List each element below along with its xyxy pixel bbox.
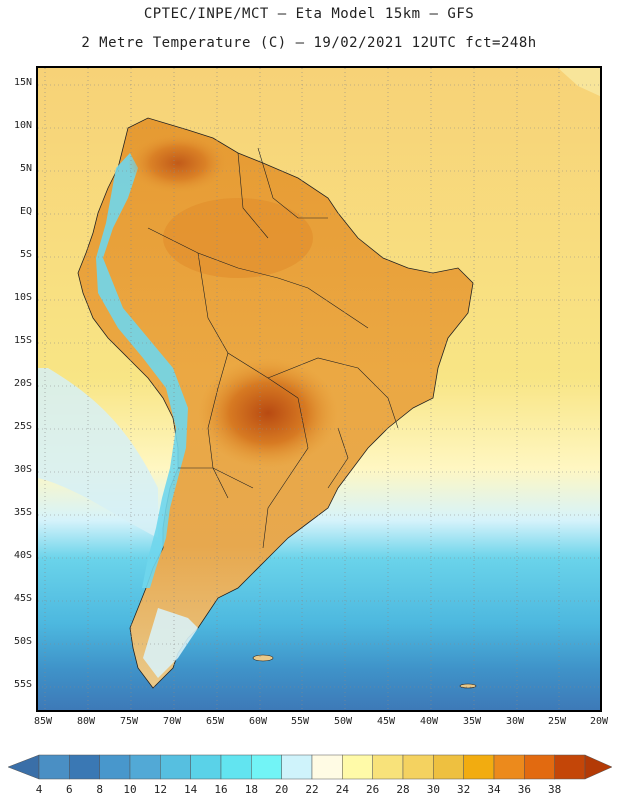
lon-tick-label: 85W	[33, 716, 53, 727]
colorbar-tick-label: 14	[184, 783, 198, 796]
lon-tick-label: 25W	[547, 716, 567, 727]
colorbar-cell	[129, 754, 161, 780]
colorbar-tick-label: 38	[548, 783, 562, 796]
lat-tick-label: 5S	[19, 249, 32, 260]
colorbar-tick-label: 22	[305, 783, 319, 796]
colorbar-tick-label: 12	[153, 783, 167, 796]
lat-tick-label: 35S	[13, 507, 32, 518]
lat-tick-label: 10N	[13, 120, 32, 131]
patagonia-cool	[143, 608, 198, 678]
country-borders	[147, 147, 399, 549]
colorbar-cell	[281, 754, 313, 780]
caribbean-land	[558, 68, 600, 97]
lat-tick-label: 15S	[13, 335, 32, 346]
malvinas-west	[252, 654, 274, 662]
lat-tick-label: 55S	[13, 679, 32, 690]
colorbar-left-arrow	[7, 754, 40, 780]
colorbar-tick-label: 10	[123, 783, 137, 796]
lon-tick-label: 30W	[505, 716, 525, 727]
colorbar-tick-label: 4	[35, 783, 43, 796]
lat-tick-label: 40S	[13, 550, 32, 561]
cool-coastal-current	[38, 368, 158, 538]
colorbar-tick-label: 18	[244, 783, 258, 796]
map-canvas	[38, 68, 600, 710]
colorbar-cell	[342, 754, 373, 780]
colorbar-cell	[69, 754, 100, 780]
colorbar-tick-label: 20	[275, 783, 289, 796]
colorbar-cell	[99, 754, 131, 780]
lat-tick-label: EQ	[19, 206, 32, 217]
colorbar-tick-label: 26	[366, 783, 380, 796]
chart-subtitle: 2 Metre Temperature (C) – 19/02/2021 12U…	[81, 35, 537, 51]
lat-tick-label: 30S	[13, 464, 32, 475]
lon-tick-label: 60W	[248, 716, 268, 727]
falkland-islands	[459, 683, 477, 689]
colorbar-tick-label: 24	[335, 783, 349, 796]
lat-tick-label: 5N	[19, 163, 32, 174]
colorbar-tick-label: 28	[396, 783, 410, 796]
lon-tick-label: 65W	[205, 716, 225, 727]
lon-tick-label: 20W	[589, 716, 609, 727]
colorbar-cell	[38, 754, 70, 780]
colorbar-cell	[402, 754, 434, 780]
heat-north	[128, 133, 228, 193]
lon-tick-label: 35W	[462, 716, 482, 727]
colorbar-cell	[463, 754, 495, 780]
lon-tick-label: 50W	[333, 716, 353, 727]
lon-tick-label: 45W	[376, 716, 396, 727]
colorbar-cell	[554, 754, 586, 780]
andes-cold-strip	[96, 153, 188, 588]
colorbar-cell	[190, 754, 222, 780]
lat-tick-label: 45S	[13, 593, 32, 604]
lat-tick-label: 20S	[13, 378, 32, 389]
lat-tick-label: 25S	[13, 421, 32, 432]
amazon-warm	[163, 198, 313, 278]
lon-tick-label: 75W	[119, 716, 139, 727]
colorbar-tick-label: 6	[66, 783, 73, 796]
colorbar-tick-label: 30	[426, 783, 440, 796]
chart-title: CPTEC/INPE/MCT – Eta Model 15km – GFS	[143, 6, 475, 22]
colorbar-cell	[160, 754, 191, 780]
temperature-colorbar	[7, 754, 613, 780]
colorbar-cell	[433, 754, 464, 780]
lon-tick-label: 70W	[162, 716, 182, 727]
colorbar-cell	[311, 754, 343, 780]
lon-tick-label: 55W	[290, 716, 310, 727]
colorbar-cell	[524, 754, 555, 780]
lat-tick-label: 15N	[13, 77, 32, 88]
colorbar-cell	[220, 754, 252, 780]
temperature-map	[36, 66, 602, 712]
lon-tick-label: 40W	[419, 716, 439, 727]
lat-tick-label: 50S	[13, 636, 32, 647]
colorbar-cell	[251, 754, 282, 780]
colorbar-cell	[372, 754, 404, 780]
colorbar-tick-label: 34	[487, 783, 501, 796]
colorbar-cell	[493, 754, 525, 780]
lat-tick-label: 10S	[13, 292, 32, 303]
colorbar-tick-label: 16	[214, 783, 228, 796]
colorbar-tick-label: 8	[96, 783, 103, 796]
heat-maximum	[198, 358, 338, 468]
colorbar-tick-label: 36	[517, 783, 531, 796]
lon-tick-label: 80W	[76, 716, 96, 727]
colorbar-right-arrow	[584, 754, 613, 780]
colorbar-tick-label: 32	[457, 783, 471, 796]
